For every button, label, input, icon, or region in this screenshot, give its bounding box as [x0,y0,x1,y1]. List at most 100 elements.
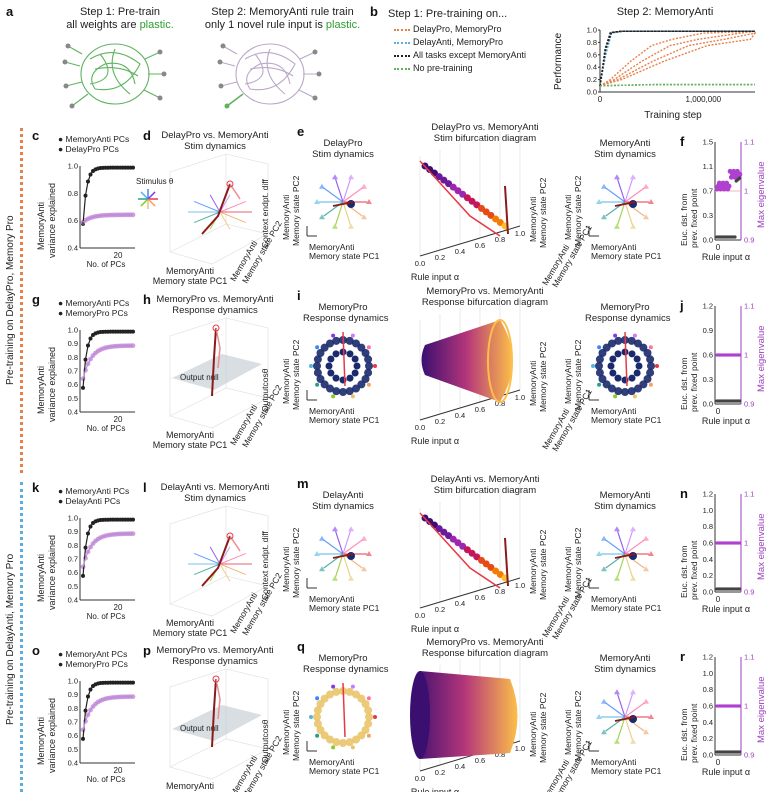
y-tick-label: 1.2 [703,653,713,662]
trajectory [614,716,636,722]
eigenvalue-point [738,704,742,708]
state-plot [588,174,654,237]
fixed-point [313,719,322,728]
bif-title-1: MemoryPro vs. MemoryAnti [426,286,544,297]
y-tick-label: 1.0 [68,514,78,523]
trajectory [624,716,633,741]
bif-zlabel-2: Memory state PC2 [538,341,548,412]
y-tick-label: 0.8 [587,38,597,47]
y-tick-label: 0.0 [587,88,597,97]
trajectory [605,187,626,203]
trajectory-end [348,174,355,180]
trajectory [342,553,351,578]
y-tick-label: 0.9 [68,690,78,699]
state-plot [588,689,654,752]
fixed-point [646,368,655,377]
legend-entry: DelayAnti, MemoryPro [394,37,503,48]
dyn3d-axis-1b: Memory state PC1 [152,276,228,286]
fixed-point [346,350,354,358]
trajectory [342,539,363,555]
eigenvalue-point [738,353,742,357]
trajectory [193,563,221,576]
trajectory-end [314,551,320,556]
bif-title-2: Response bifurcation diagram [421,648,549,659]
x-tick-label: 0.6 [475,593,485,602]
y-tick-label: 0.4 [703,555,713,564]
trajectory-end [648,345,653,350]
x-tick-label: 0 [716,758,721,767]
trajectory [209,194,221,213]
trajectory-end [315,733,320,738]
state-title-1: MemoryAnti [599,490,651,501]
pc-curve-memoryanti [82,167,134,224]
trajectory [335,201,344,226]
dyn3d-axis-3: Outputcosθ [260,719,270,763]
trajectory-end [348,526,355,532]
x-tick-label: 0.0 [415,774,425,783]
y-tick-label: 0.4 [68,759,78,768]
bif-title-2: Response bifurcation diagram [421,297,549,308]
trajectory-end [361,214,368,220]
trajectory [624,716,645,732]
fixed-point [639,343,648,352]
distance-point [738,176,742,180]
stimulus-direction [140,198,149,207]
stimulus-label: Stimulus θ [136,177,174,186]
bif-zlabel-2: Memory state PC2 [538,177,548,248]
y-tick-label-right: 0.9 [744,400,754,409]
dyn3d-title-1: MemoryPro vs. MemoryAnti [156,294,274,305]
legend-swatch [394,41,410,44]
y-tick-label: 0.0 [703,236,713,245]
trajectory [419,512,501,589]
dyn3d-title-1: MemoryPro vs. MemoryAnti [156,645,274,656]
fixed-point [629,552,637,560]
panel-label-p: p [143,643,151,658]
trajectory [193,200,221,213]
fixed-point [646,355,655,364]
step1-subtitle: all weights are plastic. [66,19,174,31]
eig-ylabel-1: Euc. dst. from [679,708,689,761]
y-tick-label: 0.6 [703,702,713,711]
trajectory [219,211,231,230]
fixed-point [352,339,360,348]
pc-ylabel-1: MemoryAnti [36,716,46,765]
legend-swatch [394,28,410,31]
fixed-point [647,362,655,370]
trajectory [624,530,633,555]
state-xlabel-2: Memory state PC1 [309,251,380,261]
trajectory [624,178,633,203]
x-tick-label: 0.8 [495,587,505,596]
y-tick-label: 0.8 [68,189,78,198]
trajectory-end [613,223,620,229]
pc-point-memoryanti [131,165,135,170]
performance-xlabel: Training step [644,110,702,121]
trajectory-end [315,345,320,350]
fixed-point [627,387,636,396]
fixed-point [608,339,616,348]
state-title-2: Stim dynamics [594,501,656,512]
state-title-2: Stim dynamics [312,149,374,160]
state-ylabel-1: MemoryAnti [281,358,291,404]
y-tick-label: 0.7 [68,555,78,564]
trajectory-end [630,575,637,581]
y-tick-label: 1.0 [587,26,597,35]
fixed-point [320,694,329,703]
trajectory [624,693,633,718]
trajectory [624,553,645,569]
fixed-point [345,687,354,696]
pc-curve-other [82,696,134,730]
y-tick-label-right: 1.1 [744,490,754,499]
x-tick-label: 0.6 [475,405,485,414]
trajectory-end [596,199,602,204]
trajectory-end [591,364,595,368]
state-title-1: MemoryAnti [599,653,651,664]
trajectory-end [366,733,371,738]
state-title-1: MemoryAnti [599,138,651,149]
fixed-point [361,349,370,357]
fixed-point [339,388,347,396]
fixed-point [364,355,373,364]
state-ylabel-2: Memory state PC2 [291,175,301,246]
output-null-label: Output null [180,724,219,733]
y-tick-label: 1.0 [703,669,713,678]
trajectory-end [597,345,602,350]
